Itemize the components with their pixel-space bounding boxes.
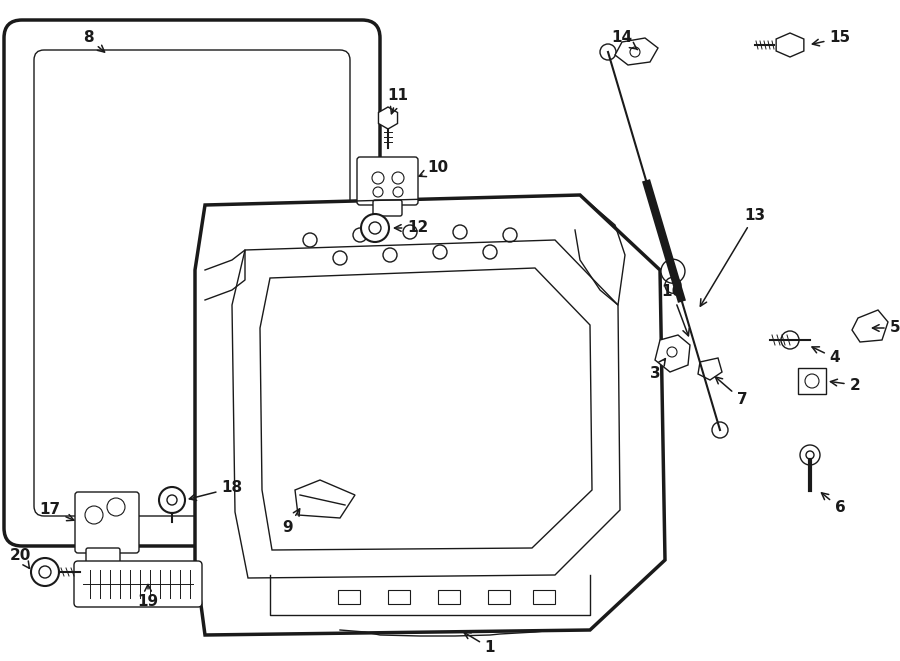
- Text: 3: 3: [650, 359, 665, 381]
- Text: 10: 10: [419, 161, 448, 176]
- FancyBboxPatch shape: [75, 492, 139, 553]
- Polygon shape: [295, 480, 355, 518]
- Text: 16: 16: [662, 284, 689, 336]
- Text: 4: 4: [812, 347, 841, 366]
- Circle shape: [31, 558, 59, 586]
- Text: 2: 2: [831, 377, 860, 393]
- Text: 12: 12: [394, 221, 428, 235]
- Text: 6: 6: [822, 493, 845, 516]
- Text: 8: 8: [83, 30, 104, 52]
- Circle shape: [361, 214, 389, 242]
- Text: 20: 20: [9, 547, 31, 568]
- Text: 7: 7: [716, 377, 747, 407]
- FancyBboxPatch shape: [74, 561, 202, 607]
- Circle shape: [159, 487, 185, 513]
- Circle shape: [661, 259, 685, 284]
- Polygon shape: [698, 358, 722, 380]
- Text: 1: 1: [464, 633, 495, 656]
- Text: 15: 15: [813, 30, 850, 46]
- Text: 18: 18: [189, 481, 243, 500]
- Circle shape: [712, 422, 728, 438]
- Text: 17: 17: [40, 502, 74, 521]
- Polygon shape: [195, 195, 665, 635]
- FancyBboxPatch shape: [798, 368, 826, 394]
- Text: 14: 14: [611, 30, 637, 50]
- Circle shape: [800, 445, 820, 465]
- Polygon shape: [615, 38, 658, 65]
- Text: 13: 13: [700, 208, 766, 306]
- Polygon shape: [852, 310, 888, 342]
- Text: 9: 9: [283, 509, 300, 535]
- Circle shape: [600, 44, 616, 60]
- Polygon shape: [379, 107, 398, 129]
- Polygon shape: [655, 335, 690, 372]
- FancyBboxPatch shape: [373, 200, 402, 216]
- FancyBboxPatch shape: [34, 50, 350, 516]
- FancyBboxPatch shape: [357, 157, 418, 205]
- Text: 19: 19: [138, 584, 158, 609]
- Polygon shape: [776, 33, 804, 57]
- Text: 5: 5: [872, 321, 900, 336]
- FancyBboxPatch shape: [86, 548, 120, 568]
- Text: 11: 11: [388, 87, 409, 114]
